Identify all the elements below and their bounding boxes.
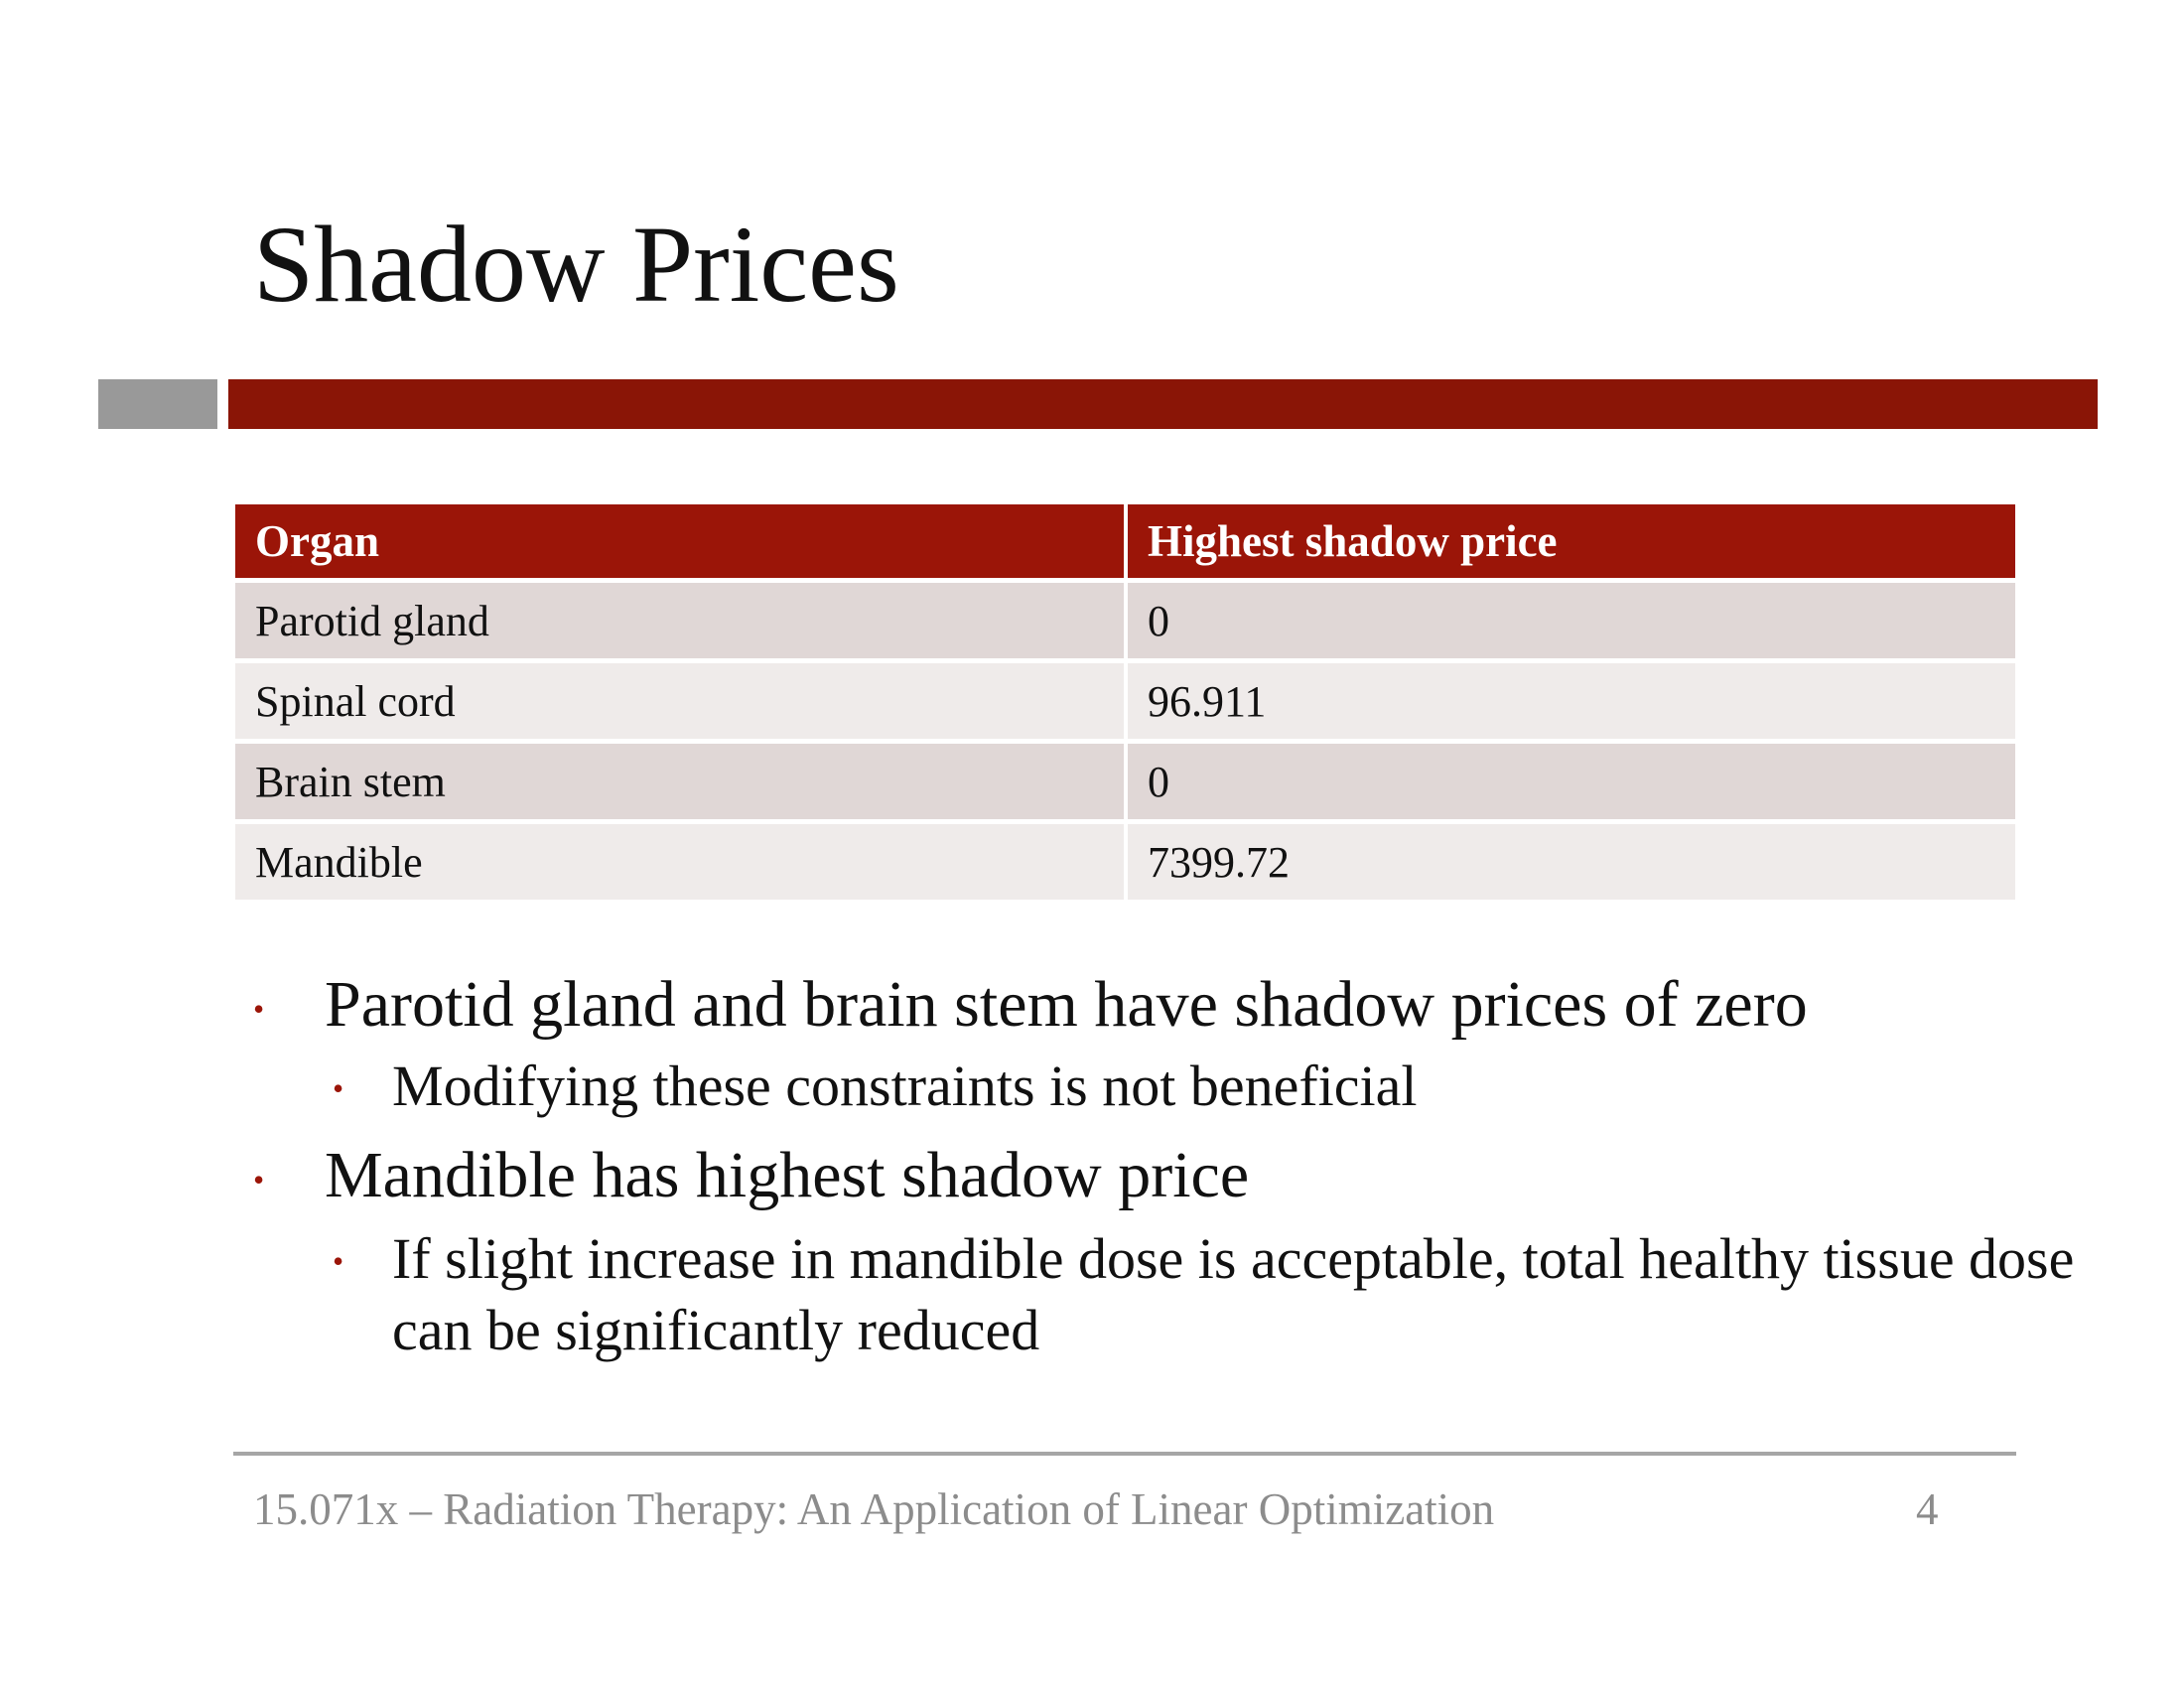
bullet-text: Mandible has highest shadow price bbox=[325, 1139, 1250, 1211]
footer-divider bbox=[233, 1452, 2016, 1456]
slide-title: Shadow Prices bbox=[253, 204, 899, 325]
table-cell-organ: Parotid gland bbox=[235, 583, 1124, 658]
page-number: 4 bbox=[1916, 1484, 1939, 1534]
table-row: Spinal cord 96.911 bbox=[235, 663, 2015, 739]
bullet-dot-icon: • bbox=[253, 991, 265, 1027]
table-header-row: Organ Highest shadow price bbox=[235, 504, 2015, 578]
table-header-shadow-price: Highest shadow price bbox=[1128, 504, 2015, 578]
title-grey-block bbox=[98, 379, 217, 429]
table-row: Brain stem 0 bbox=[235, 744, 2015, 819]
table-cell-price: 0 bbox=[1128, 744, 2015, 819]
sub-bullet-text: Modifying these constraints is not benef… bbox=[392, 1054, 1418, 1118]
table-cell-organ: Mandible bbox=[235, 824, 1124, 900]
sub-bullet-item: • Modifying these constraints is not ben… bbox=[253, 1051, 2040, 1122]
bullet-item: • Parotid gland and brain stem have shad… bbox=[253, 965, 2040, 1045]
table-cell-price: 96.911 bbox=[1128, 663, 2015, 739]
bullet-dot-icon: • bbox=[253, 1162, 265, 1197]
sub-bullet-item: • If slight increase in mandible dose is… bbox=[253, 1223, 2074, 1366]
table-header-organ: Organ bbox=[235, 504, 1124, 578]
footer-course-title: 15.071x – Radiation Therapy: An Applicat… bbox=[253, 1484, 1495, 1534]
table-cell-organ: Spinal cord bbox=[235, 663, 1124, 739]
title-red-bar bbox=[228, 379, 2098, 429]
bullet-dot-icon: • bbox=[333, 1070, 344, 1106]
shadow-price-table: Organ Highest shadow price Parotid gland… bbox=[235, 504, 2015, 900]
table-row: Parotid gland 0 bbox=[235, 583, 2015, 658]
table-cell-price: 7399.72 bbox=[1128, 824, 2015, 900]
table-row: Mandible 7399.72 bbox=[235, 824, 2015, 900]
bullet-dot-icon: • bbox=[333, 1243, 344, 1279]
bullet-text: Parotid gland and brain stem have shadow… bbox=[325, 968, 1808, 1041]
bullet-item: • Mandible has highest shadow price bbox=[253, 1136, 2040, 1215]
table-cell-organ: Brain stem bbox=[235, 744, 1124, 819]
sub-bullet-text: If slight increase in mandible dose is a… bbox=[392, 1226, 2075, 1362]
bullet-list: • Parotid gland and brain stem have shad… bbox=[253, 965, 2074, 1366]
table-cell-price: 0 bbox=[1128, 583, 2015, 658]
